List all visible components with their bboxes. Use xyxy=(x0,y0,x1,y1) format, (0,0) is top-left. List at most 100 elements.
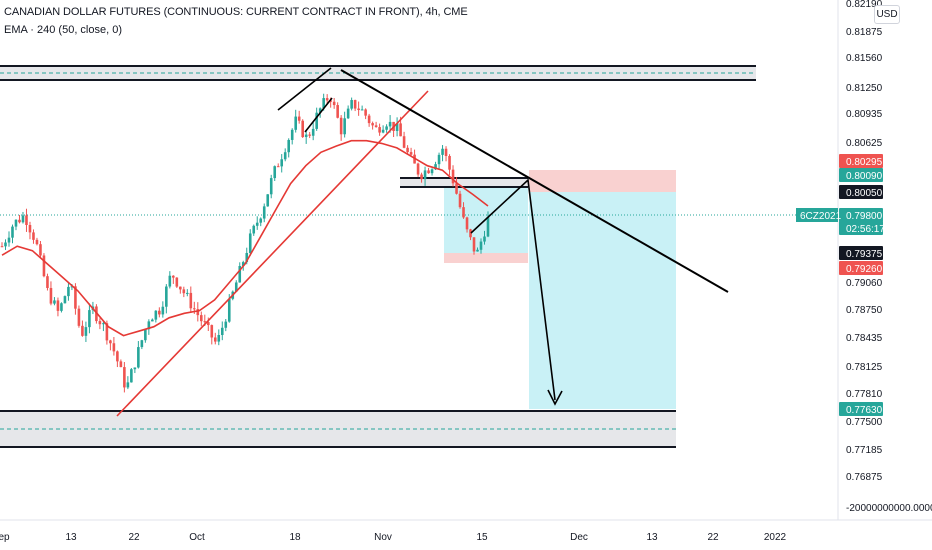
y-tick-label: 0.77810 xyxy=(846,389,883,400)
candle-body xyxy=(465,217,469,230)
candle-body xyxy=(161,306,165,315)
candle-body xyxy=(374,125,378,128)
price-tag xyxy=(839,246,883,260)
ema-line xyxy=(1,139,489,337)
candle-body xyxy=(42,255,46,277)
candle-body xyxy=(423,170,427,180)
candle-body xyxy=(448,155,451,170)
candle-body xyxy=(322,98,325,109)
candle-body xyxy=(266,194,270,207)
candle-body xyxy=(283,152,287,160)
candle-body xyxy=(346,108,350,119)
candle-body xyxy=(301,120,304,138)
currency-button[interactable]: USD xyxy=(874,5,900,24)
price-tag-label: 0.79375 xyxy=(846,249,883,260)
candle-body xyxy=(186,292,189,294)
candle-body xyxy=(441,148,444,155)
small-zone xyxy=(400,178,528,187)
candle-body xyxy=(238,266,242,283)
y-tick-label: 0.77185 xyxy=(846,445,883,456)
symbol-tag-label: 6CZ2021 xyxy=(800,211,842,222)
price-tag xyxy=(839,208,883,222)
candle-body xyxy=(280,159,284,167)
candle-body xyxy=(472,237,476,252)
x-tick-label: 22 xyxy=(128,532,140,543)
candle-body xyxy=(357,108,360,111)
y-tick-label: 0.82190 xyxy=(846,0,883,10)
x-tick-label: 15 xyxy=(476,532,488,543)
candle-body xyxy=(49,287,53,304)
candle-body xyxy=(458,193,462,208)
x-tick-label: 13 xyxy=(65,532,77,543)
candle-body xyxy=(14,219,18,227)
candle-body xyxy=(315,112,318,129)
candle-body xyxy=(53,300,56,304)
candle-body xyxy=(140,340,144,348)
candle-body xyxy=(63,296,67,304)
candle-body xyxy=(343,118,346,135)
candle-body xyxy=(109,340,112,344)
candle-body xyxy=(287,139,291,153)
descending-trendline xyxy=(340,69,729,293)
candle-body xyxy=(409,152,413,155)
candle-body xyxy=(469,229,472,238)
y-tick-label: 0.78125 xyxy=(846,362,883,373)
y-tick-label: 0.78750 xyxy=(846,305,883,316)
candle-body xyxy=(39,244,42,256)
candle-body xyxy=(88,310,91,328)
candle-body xyxy=(4,242,7,247)
candle-body xyxy=(172,275,175,278)
price-tag-label: 0.80050 xyxy=(846,188,883,199)
candle-body xyxy=(35,239,39,245)
candle-body xyxy=(297,116,301,121)
candle-body xyxy=(199,315,203,322)
price-tag-label: 0.77630 xyxy=(846,405,883,416)
candle-body xyxy=(332,101,336,106)
candle-body xyxy=(395,123,399,131)
y-tick-label: 0.79060 xyxy=(846,278,883,289)
candle-body xyxy=(451,169,455,184)
y-tick-label: 0.80625 xyxy=(846,138,883,149)
candle-body xyxy=(308,134,311,136)
indicator-legend[interactable]: EMA · 240 (50, close, 0) xyxy=(4,24,122,36)
candle-body xyxy=(273,166,277,179)
candle-body xyxy=(220,327,224,336)
candle-body xyxy=(476,249,479,252)
candle-body xyxy=(227,298,231,322)
candle-body xyxy=(416,163,420,175)
candle-body xyxy=(248,233,252,253)
candle-body xyxy=(67,286,70,297)
y-tick-label: 0.81560 xyxy=(846,53,883,64)
candle-body xyxy=(123,367,126,388)
target-zone xyxy=(529,192,676,409)
y-tick-label: 0.81250 xyxy=(846,83,883,94)
candle-body xyxy=(269,178,273,195)
projection-arrowhead xyxy=(547,389,563,406)
candle-body xyxy=(182,289,186,294)
candle-body xyxy=(21,215,25,223)
candle-body xyxy=(196,309,200,316)
candle-body xyxy=(165,286,168,307)
stop-zone xyxy=(529,170,676,192)
candle-body xyxy=(388,121,392,127)
candle-body xyxy=(7,237,11,243)
candle-body xyxy=(144,329,147,341)
candle-body xyxy=(311,128,315,136)
x-tick-label: ep xyxy=(0,532,10,543)
candle-body xyxy=(25,215,28,225)
candle-body xyxy=(133,367,137,370)
candle-body xyxy=(116,351,119,362)
candle-body xyxy=(329,100,332,102)
candle-body xyxy=(437,154,441,165)
candle-body xyxy=(402,136,406,148)
price-tag-label: 0.80090 xyxy=(846,171,883,182)
candle-body xyxy=(60,303,63,311)
candle-body xyxy=(98,321,102,325)
wedge-line-lower xyxy=(304,97,333,133)
price-tag-label: 02:56:17 xyxy=(846,224,885,235)
candle-body xyxy=(179,286,182,290)
y-tick-label: 0.80935 xyxy=(846,109,883,120)
x-tick-label: Oct xyxy=(189,532,205,543)
candle-body xyxy=(105,323,109,341)
